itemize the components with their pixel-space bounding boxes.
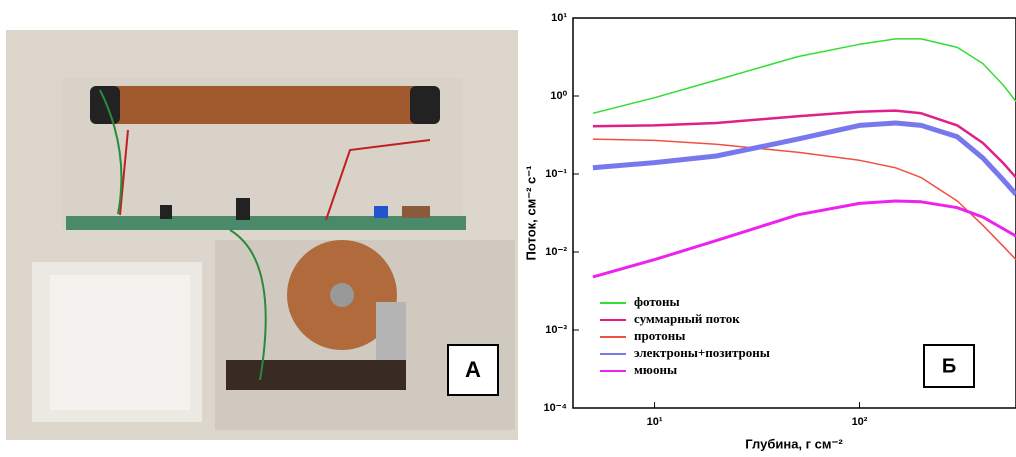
cavity-inner <box>50 275 190 410</box>
coil-center <box>330 283 354 307</box>
plot-frame <box>572 17 1016 409</box>
label-box <box>923 344 975 388</box>
legend-label: электроны+позитроны <box>634 345 770 360</box>
circuit-board <box>66 216 466 230</box>
y-axis-label: Поток, см⁻² с⁻¹ <box>523 166 538 261</box>
y-tick-label: 10¹ <box>551 12 567 24</box>
series-line <box>592 38 1016 115</box>
component <box>160 205 172 219</box>
coil <box>90 86 440 124</box>
panel-label: Б <box>942 355 956 377</box>
legend-label: мюоны <box>634 362 677 377</box>
component <box>236 198 250 220</box>
photo-label: А <box>465 357 481 382</box>
legend-label: суммарный поток <box>634 311 740 326</box>
series-line <box>592 109 1016 179</box>
y-tick-label: 10⁻¹ <box>545 168 567 180</box>
legend-label: протоны <box>634 328 685 343</box>
y-tick-label: 10⁻⁴ <box>544 402 567 414</box>
component <box>374 206 388 218</box>
coil-cap <box>410 86 440 124</box>
base-plate <box>226 360 406 390</box>
coil-cap <box>90 86 120 124</box>
y-tick-label: 10⁻³ <box>545 324 567 336</box>
y-tick-label: 10⁰ <box>550 90 567 102</box>
photo: А <box>6 30 518 440</box>
wire <box>119 129 431 221</box>
x-tick-label: 10¹ <box>647 416 663 428</box>
series-line <box>592 138 1016 261</box>
x-axis-label: Глубина, г см⁻² <box>745 436 843 451</box>
label-box <box>447 344 499 396</box>
y-tick-label: 10⁻² <box>545 246 567 258</box>
x-tick-label: 10² <box>852 416 868 428</box>
series-line <box>592 120 1016 196</box>
series-line <box>592 199 1016 279</box>
wire <box>99 89 267 381</box>
legend-label: фотоны <box>634 294 680 309</box>
component <box>402 206 430 218</box>
